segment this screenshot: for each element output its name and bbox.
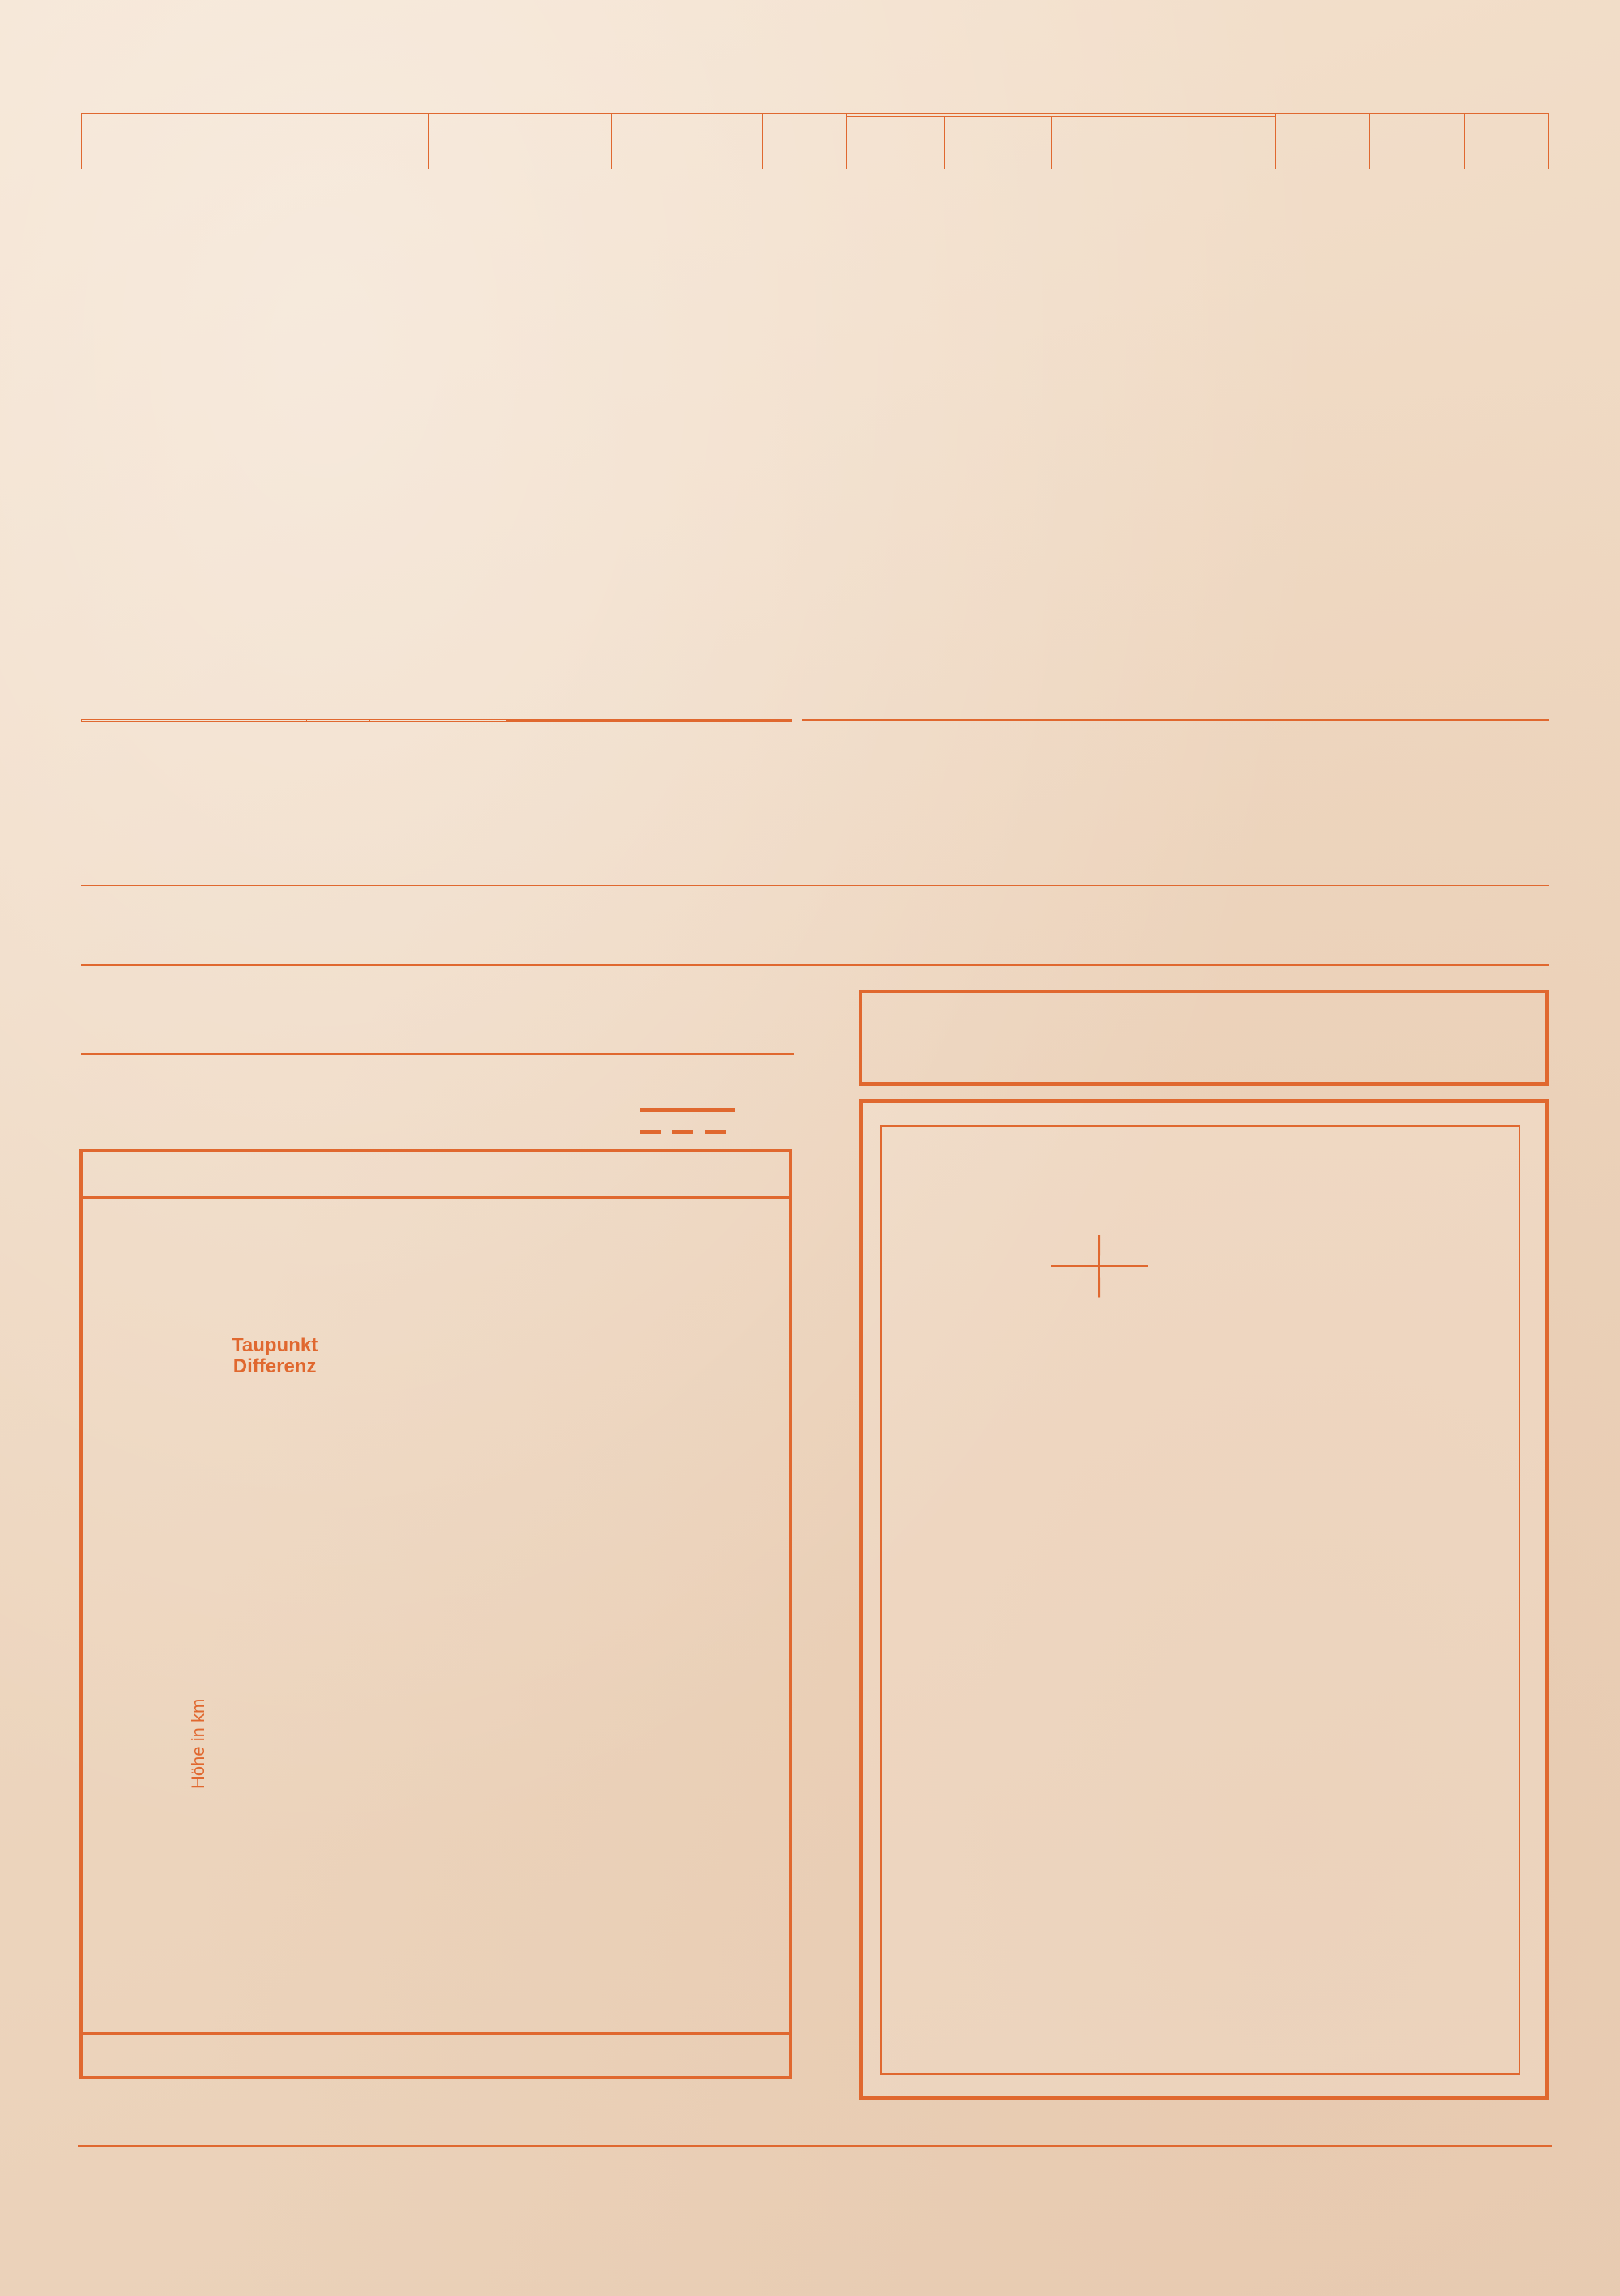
stations-table — [80, 113, 1550, 170]
map-coastlines — [882, 1127, 1519, 2073]
col-niederschlag — [1368, 113, 1465, 170]
col-depth-50 — [1313, 719, 1432, 721]
sunrise-row — [81, 890, 1549, 925]
col-wind — [611, 113, 764, 170]
dewpoint-difference-label: Taupunkt Differenz — [232, 1334, 318, 1378]
divider-above-sunmoon — [81, 885, 1549, 886]
col-erdboden — [802, 719, 1080, 721]
sounding-legend — [81, 1099, 810, 1147]
col-depth-100 — [1430, 719, 1549, 721]
sounding-chart: Taupunkt Differenz Höhe in km — [79, 1149, 792, 2079]
taupunkt-line2: Differenz — [232, 1355, 317, 1378]
legend-cross-symbol — [1051, 1244, 1148, 1286]
chart-bottom-axis — [79, 2032, 792, 2079]
synoptic-map-panel: | | — [859, 1099, 1549, 2100]
soil-temperature-table — [802, 719, 1549, 721]
col-mittel — [944, 115, 1052, 170]
col-sea-mb — [649, 720, 792, 722]
moonrise-row — [81, 925, 1549, 961]
page-title — [0, 50, 1620, 89]
col-uhr7 — [762, 113, 847, 170]
height-axis-label: Höhe in km — [188, 1698, 208, 1789]
divider-below-longterm — [81, 1053, 794, 1055]
col-tiefst-2m — [1051, 115, 1163, 170]
legend-solid-line-swatch — [640, 1108, 735, 1112]
col-druck-hoehe — [305, 719, 370, 722]
sun-moon-block — [81, 890, 1549, 961]
col-hoechste — [846, 115, 946, 170]
soil-header-row — [802, 719, 1549, 721]
col-luftdruck — [81, 719, 307, 722]
col-depth-10 — [1078, 719, 1197, 721]
longterm-mean-block — [81, 971, 794, 1052]
map-station-model-legend: | | — [1051, 1231, 1148, 1300]
table-header-row-1 — [80, 113, 1550, 170]
chart-top-axis — [79, 1149, 792, 1199]
pressure-header-row-2 — [82, 720, 792, 722]
col-depth-20 — [1196, 719, 1315, 721]
taupunkt-line1: Taupunkt — [232, 1334, 318, 1356]
col-station — [80, 113, 378, 170]
col-sea-mm — [506, 720, 650, 722]
divider-above-footer — [78, 2145, 1552, 2147]
col-druck-mm — [369, 719, 508, 722]
symbol-legend-box — [859, 990, 1549, 1086]
col-wetter — [428, 113, 612, 170]
table-header-row-2 — [82, 115, 1549, 170]
col-tiefst-boden — [1162, 115, 1276, 170]
col-sonnenschein — [1274, 113, 1370, 170]
pressure-table — [81, 719, 792, 722]
legend-dashed-line-swatch — [640, 1130, 735, 1134]
col-schneehoehe — [1464, 113, 1550, 170]
divider-below-sunmoon — [81, 964, 1549, 966]
chart-frame — [79, 1149, 792, 2079]
col-hoehe — [377, 113, 430, 170]
map-inner-frame: | | — [880, 1125, 1520, 2075]
